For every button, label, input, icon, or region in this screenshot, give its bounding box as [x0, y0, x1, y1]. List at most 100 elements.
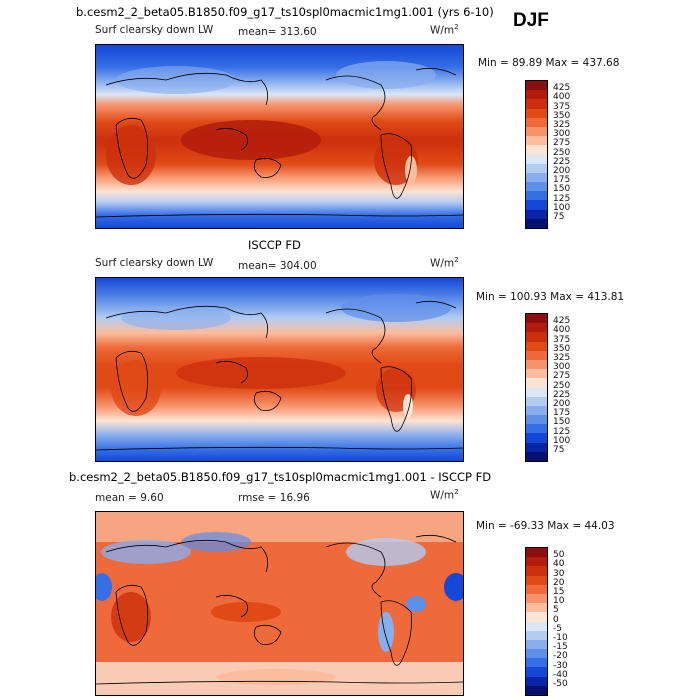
colorbar-swatch — [526, 191, 547, 201]
colorbar-label: 325 — [553, 120, 571, 130]
colorbar-swatch — [526, 405, 547, 416]
colorbar-swatch — [526, 108, 547, 118]
colorbar-label: 20 — [553, 577, 565, 588]
colorbar-label: 300 — [553, 129, 571, 140]
colorbar-label: 175 — [553, 408, 571, 419]
colorbar-label: 0 — [553, 614, 559, 625]
colorbar-swatch — [526, 557, 547, 567]
panel-2-title: ISCCP FD — [248, 238, 301, 252]
colorbar-label: 225 — [553, 156, 571, 167]
colorbar-swatch — [526, 612, 547, 622]
panel-3-title: b.cesm2_2_beta05.B1850.f09_g17_ts10spl0m… — [69, 470, 492, 484]
colorbar-swatch — [526, 658, 547, 668]
colorbar-swatch — [526, 81, 547, 91]
colorbar-label: 200 — [553, 399, 571, 409]
panel-2-mean: mean= 304.00 — [238, 260, 317, 272]
colorbar-swatch — [526, 163, 547, 173]
colorbar-swatch — [526, 350, 547, 360]
colorbar-swatch — [526, 548, 547, 558]
colorbar-swatch — [526, 314, 547, 324]
colorbar-swatch — [526, 630, 547, 640]
colorbar-label: 30 — [553, 568, 565, 579]
colorbar-swatch — [526, 126, 547, 137]
panel-1-colorbar-labels: 425 400 375 350 325 300 275 250 225 200 175 150 125 1… — [553, 80, 593, 230]
coastlines — [96, 534, 463, 685]
colorbar-swatch — [526, 323, 547, 333]
colorbar-label: 200 — [553, 166, 571, 176]
colorbar-swatch — [526, 433, 547, 443]
colorbar-swatch — [526, 676, 547, 686]
colorbar-swatch — [526, 685, 547, 695]
colorbar-label: 425 — [553, 83, 571, 94]
colorbar-label: 250 — [553, 380, 571, 391]
colorbar-swatch — [526, 621, 547, 631]
colorbar-swatch — [526, 154, 547, 164]
panel-1-map — [95, 44, 464, 229]
colorbar-label: -5 — [553, 623, 562, 634]
colorbar-swatch — [526, 99, 547, 109]
colorbar-swatch — [526, 593, 547, 604]
colorbar-swatch — [526, 182, 547, 192]
panel-3-units: W/m2 — [430, 488, 459, 502]
panel-1-mean: mean= 313.60 — [238, 26, 317, 38]
colorbar-label: 150 — [553, 184, 571, 195]
colorbar-label: -50 — [553, 679, 568, 689]
colorbar-label: -15 — [553, 642, 568, 653]
colorbar-swatch — [526, 209, 547, 219]
colorbar-label: 225 — [553, 389, 571, 400]
colorbar-swatch — [526, 378, 547, 388]
colorbar-label: 125 — [553, 426, 571, 437]
colorbar-swatch — [526, 584, 547, 594]
colorbar-label: -40 — [553, 669, 568, 680]
colorbar-swatch — [526, 387, 547, 397]
colorbar-label: 425 — [553, 316, 571, 327]
colorbar-swatch — [526, 442, 547, 452]
panel-3-colorbar — [525, 547, 548, 696]
colorbar-label: 10 — [553, 596, 565, 607]
colorbar-swatch — [526, 136, 547, 146]
colorbar-label: 75 — [553, 445, 565, 455]
colorbar-swatch — [526, 649, 547, 659]
panel-1-units: W/m2 — [430, 23, 459, 37]
panel-3-map — [95, 511, 464, 696]
colorbar-swatch — [526, 172, 547, 183]
colorbar-swatch — [526, 566, 547, 576]
colorbar-swatch — [526, 117, 547, 127]
colorbar-label: 350 — [553, 110, 571, 121]
colorbar-swatch — [526, 359, 547, 370]
colorbar-label: 125 — [553, 193, 571, 204]
colorbar-label: 300 — [553, 362, 571, 373]
colorbar-swatch — [526, 603, 547, 613]
colorbar-label: 250 — [553, 147, 571, 158]
colorbar-label: 50 — [553, 550, 565, 561]
panel-2-units: W/m2 — [430, 256, 459, 270]
panel-2-minmax: Min = 100.93 Max = 413.81 — [476, 291, 625, 303]
colorbar-label: -20 — [553, 651, 568, 662]
colorbar-label: 175 — [553, 175, 571, 186]
panel-1-colorbar — [525, 80, 548, 229]
colorbar-swatch — [526, 639, 547, 650]
colorbar-swatch — [526, 90, 547, 100]
colorbar-label: 275 — [553, 371, 571, 382]
colorbar-swatch — [526, 200, 547, 210]
colorbar-swatch — [526, 145, 547, 155]
colorbar-swatch — [526, 369, 547, 379]
colorbar-swatch — [526, 451, 547, 461]
colorbar-label: 400 — [553, 92, 571, 103]
panel-3-minmax: Min = -69.33 Max = 44.03 — [476, 520, 615, 532]
panel-2-map — [95, 277, 464, 462]
colorbar-label: -30 — [553, 660, 568, 671]
colorbar-label: 100 — [553, 202, 571, 213]
colorbar-label: 40 — [553, 559, 565, 570]
colorbar-label: 100 — [553, 435, 571, 446]
panel-2-colorbar-labels: 425 400 375 350 325 300 275 250 225 200 175 150 125 1… — [553, 313, 593, 463]
panel-1-variable: Surf clearsky down LW — [95, 24, 214, 36]
colorbar-label: 15 — [553, 587, 565, 597]
colorbar-label: 275 — [553, 138, 571, 149]
colorbar-label: 5 — [553, 605, 559, 616]
colorbar-label: 375 — [553, 334, 571, 345]
panel-1-title: b.cesm2_2_beta05.B1850.f09_g17_ts10spl0m… — [76, 5, 494, 19]
coastlines — [96, 67, 463, 218]
warm-pool — [181, 120, 321, 160]
colorbar-swatch — [526, 396, 547, 406]
